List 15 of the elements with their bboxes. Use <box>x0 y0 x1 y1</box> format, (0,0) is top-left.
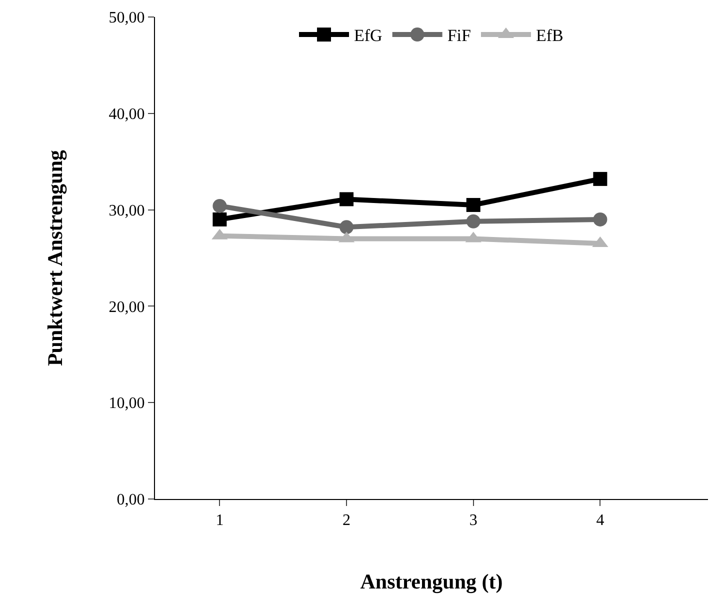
x-tick-label: 3 <box>469 512 478 530</box>
x-tick-label: 4 <box>596 512 604 530</box>
y-axis-title: Punktwert Anstrengung <box>42 149 67 366</box>
y-tick-label: 0,00 <box>116 492 145 509</box>
x-axis-title: Anstrengung (t) <box>360 569 503 594</box>
y-tick-label: 40,00 <box>108 106 145 123</box>
y-tick-label: 50,00 <box>108 10 145 27</box>
legend-label: EfG <box>354 26 382 46</box>
y-tick-label: 30,00 <box>108 202 145 220</box>
y-tick-label: 10,00 <box>108 395 145 412</box>
legend-label: EfB <box>536 26 564 46</box>
y-tick-label: 20,00 <box>108 298 145 316</box>
x-tick-label: 1 <box>216 512 224 530</box>
legend-label: FiF <box>447 26 471 46</box>
x-tick-label: 2 <box>342 512 351 530</box>
